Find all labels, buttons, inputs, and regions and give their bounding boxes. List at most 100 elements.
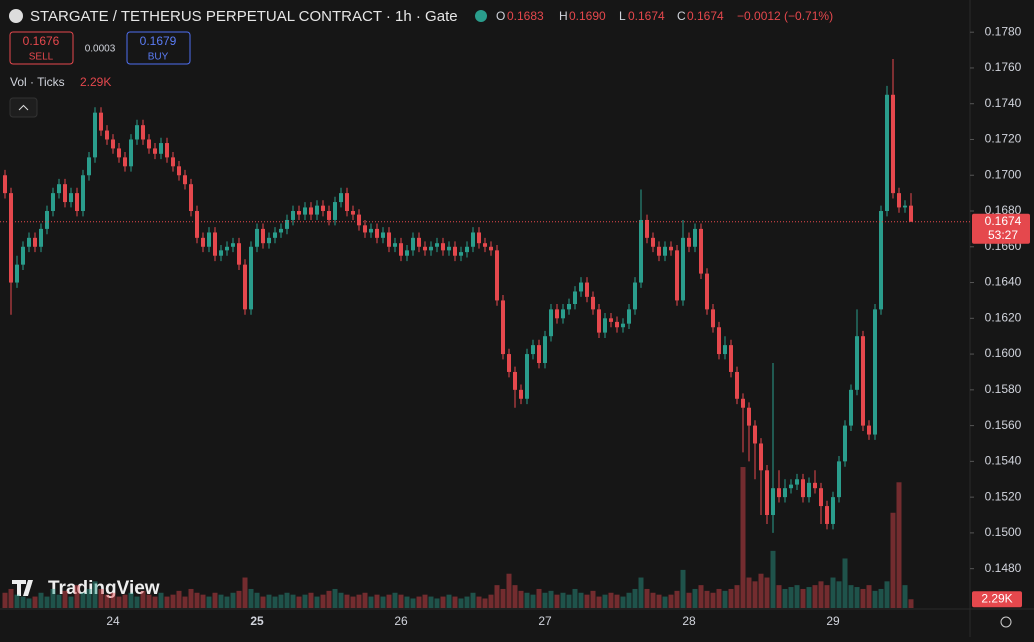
volume-bar xyxy=(830,577,836,608)
candle-body xyxy=(183,175,187,185)
volume-bar xyxy=(548,590,554,608)
candle-body xyxy=(615,321,619,328)
candle-body xyxy=(705,273,709,310)
sell-price: 0.1676 xyxy=(23,34,60,48)
volume-bar xyxy=(392,592,398,608)
volume-bar xyxy=(608,592,614,608)
volume-bar xyxy=(320,594,326,608)
candle-body xyxy=(201,237,205,247)
volume-bar xyxy=(272,596,278,608)
candle-body xyxy=(273,232,277,238)
volume-bar xyxy=(374,594,380,608)
candle-body xyxy=(663,246,667,256)
buy-button[interactable] xyxy=(126,31,191,65)
volume-bar xyxy=(2,592,8,608)
x-tick-label: 27 xyxy=(538,614,552,628)
volume-bar xyxy=(668,594,674,608)
candle-body xyxy=(225,246,229,251)
y-tick-label: 0.1760 xyxy=(985,60,1022,74)
volume-bar xyxy=(740,467,746,608)
candle-body xyxy=(639,219,643,283)
volume-bar xyxy=(242,577,248,608)
ohlc-value: 0.1690 xyxy=(569,9,606,23)
candle-body xyxy=(807,482,811,498)
candle-body xyxy=(645,219,649,238)
candle-body xyxy=(717,327,721,355)
volume-bar xyxy=(794,585,800,608)
volume-bar xyxy=(806,587,812,608)
volume-bar xyxy=(590,590,596,608)
candle-body xyxy=(825,506,829,524)
candle-body xyxy=(897,193,901,208)
y-tick-label: 0.1620 xyxy=(985,310,1022,324)
volume-bar xyxy=(872,590,878,608)
candle-body xyxy=(603,318,607,333)
y-tick-label: 0.1520 xyxy=(985,489,1022,503)
volume-bar xyxy=(698,585,704,608)
candle-body xyxy=(123,157,127,167)
volume-bar xyxy=(344,594,350,608)
candle-body xyxy=(285,219,289,229)
volume-bar xyxy=(224,596,230,608)
volume-bar xyxy=(188,588,194,608)
candle-body xyxy=(771,488,775,516)
candle-body xyxy=(87,157,91,176)
candle-body xyxy=(837,461,841,498)
volume-bar xyxy=(632,588,638,608)
volume-bar xyxy=(50,588,56,608)
candle-body xyxy=(891,94,895,194)
last-price-label: 0.1674 xyxy=(985,214,1022,228)
candle-body xyxy=(345,193,349,212)
volume-bar xyxy=(620,596,626,608)
candle-body xyxy=(687,237,691,247)
candle-body xyxy=(81,175,85,212)
candle-body xyxy=(177,166,181,176)
candle-body xyxy=(867,425,871,435)
volume-bar xyxy=(200,594,206,608)
candle-body xyxy=(861,336,865,426)
candle-body xyxy=(483,243,487,247)
volume-bar xyxy=(290,594,296,608)
candle-body xyxy=(693,228,697,247)
candle-body xyxy=(129,139,133,167)
candle-body xyxy=(873,309,877,435)
candle-body xyxy=(879,211,883,310)
volume-bar xyxy=(680,569,686,608)
volume-bar xyxy=(752,581,758,608)
settings-icon[interactable] xyxy=(1000,616,1012,628)
volume-bar xyxy=(656,594,662,608)
candle-body xyxy=(249,246,253,310)
candle-body xyxy=(39,228,43,247)
volume-bar xyxy=(56,594,62,608)
candle-body xyxy=(111,139,115,149)
volume-bar xyxy=(122,594,128,608)
y-tick-label: 0.1700 xyxy=(985,167,1022,181)
volume-bar xyxy=(554,594,560,608)
candle-body xyxy=(333,202,337,220)
volume-bar xyxy=(710,592,716,608)
volume-bar xyxy=(62,590,68,608)
sell-button[interactable] xyxy=(9,31,74,65)
volume-bar xyxy=(512,585,518,608)
ohlc-value: 0.1683 xyxy=(507,9,544,23)
volume-bar xyxy=(356,594,362,608)
volume-bar xyxy=(350,596,356,608)
candle-body xyxy=(279,228,283,233)
volume-bar xyxy=(746,577,752,608)
volume-bar xyxy=(614,594,620,608)
volume-bar xyxy=(470,592,476,608)
candle-body xyxy=(549,309,553,337)
candle-body xyxy=(93,112,97,158)
volume-bar xyxy=(404,596,410,608)
sell-label: SELL xyxy=(29,52,54,63)
candle-body xyxy=(519,389,523,399)
volume-bar xyxy=(854,587,860,608)
volume-bar xyxy=(440,596,446,608)
volume-bar xyxy=(86,588,92,608)
candle-body xyxy=(621,323,625,328)
collapse-button[interactable] xyxy=(9,97,38,118)
volume-bar xyxy=(506,573,512,608)
candle-body xyxy=(477,232,481,244)
volume-bar xyxy=(662,596,668,608)
candle-body xyxy=(231,243,235,247)
